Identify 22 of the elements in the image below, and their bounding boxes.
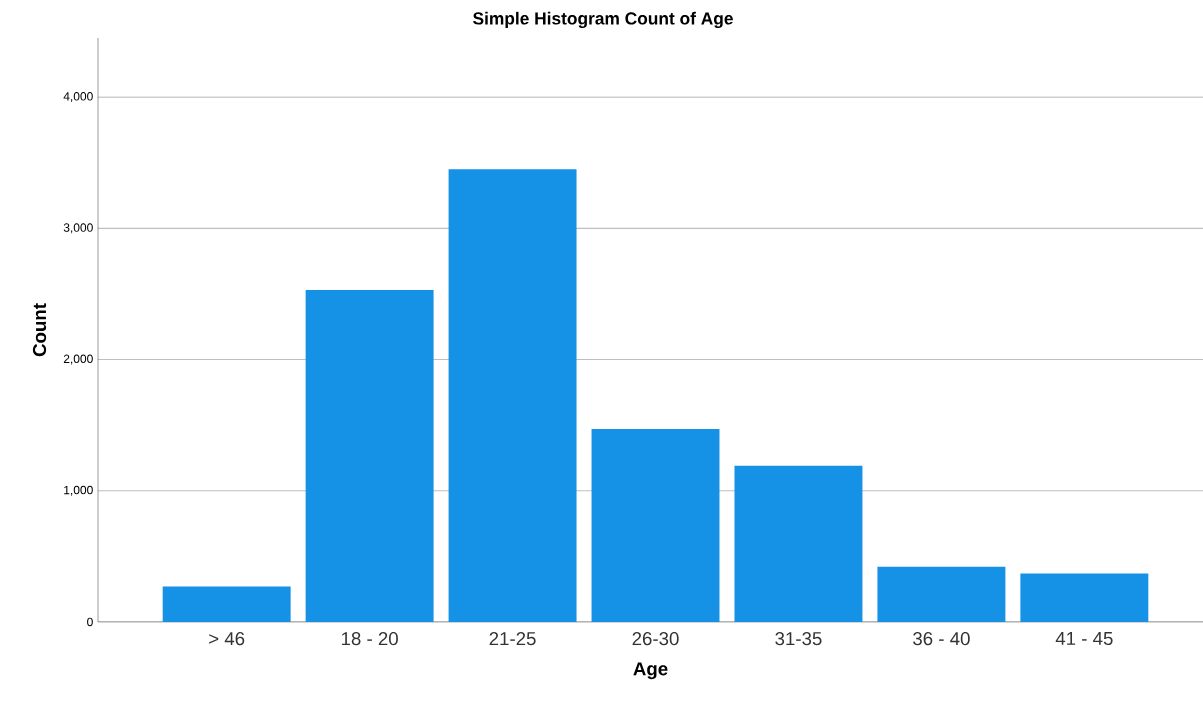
x-tick-label: 26-30 [632, 632, 679, 646]
y-tick-label: 0 [87, 617, 93, 627]
y-axis-title: Count [32, 303, 47, 357]
bar [448, 169, 577, 622]
bar [591, 429, 720, 622]
y-tick-label: 4,000 [63, 92, 93, 102]
y-tick-label: 2,000 [63, 354, 93, 365]
x-axis-title: Age [633, 662, 668, 680]
x-tick-label: 36 - 40 [913, 632, 970, 646]
y-tick-label: 1,000 [64, 485, 93, 496]
x-tick-label: 21-25 [489, 632, 536, 646]
x-tick-label: 41 - 45 [1055, 632, 1113, 646]
bar [1020, 573, 1149, 622]
bar [877, 566, 1006, 622]
x-tick-label: 18 - 20 [341, 632, 398, 646]
bar [734, 465, 863, 622]
bar [305, 289, 434, 622]
chart-title: Simple Histogram Count of Age [473, 11, 733, 29]
bar [162, 586, 291, 622]
x-tick-label: 31-35 [775, 632, 822, 646]
y-tick-label: 3,000 [63, 223, 93, 234]
x-tick-label: > 46 [209, 632, 245, 646]
